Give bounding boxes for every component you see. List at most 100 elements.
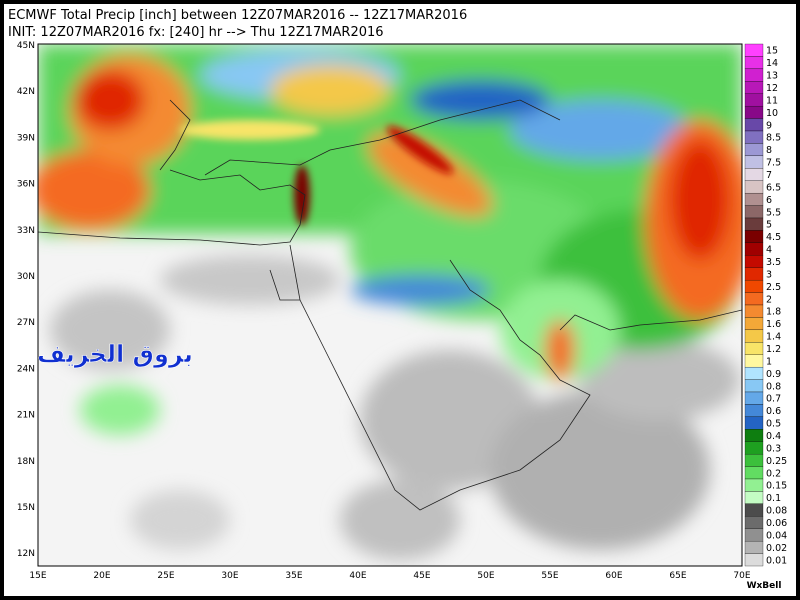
colorbar-swatch [744, 441, 764, 455]
colorbar-label: 5 [766, 220, 772, 231]
lat-label: 15N [17, 503, 35, 513]
colorbar-label: 1.4 [766, 332, 781, 343]
colorbar-swatch [744, 516, 764, 529]
colorbar-label: 0.9 [766, 369, 781, 380]
colorbar-label: 11 [766, 95, 778, 106]
colorbar-label: 3 [766, 269, 772, 280]
lon-label: 65E [669, 571, 686, 581]
colorbar-swatch [744, 416, 764, 430]
title-line-2: INIT: 12Z07MAR2016 fx: [240] hr --> Thu … [8, 25, 384, 40]
lat-label: 33N [17, 226, 35, 236]
colorbar-swatch [744, 491, 764, 505]
colorbar-label: 0.5 [766, 419, 781, 430]
colorbar-swatch [744, 205, 764, 219]
lat-label: 12N [17, 549, 35, 559]
colorbar-swatch [744, 391, 764, 405]
title-line-1: ECMWF Total Precip [inch] between 12Z07M… [8, 8, 467, 23]
colorbar-swatch [744, 292, 764, 306]
colorbar-label: 1.6 [766, 319, 781, 330]
colorbar-swatch [744, 105, 764, 119]
colorbar-label: 2 [766, 294, 772, 305]
colorbar-swatch [744, 93, 764, 107]
colorbar-swatch [744, 81, 764, 94]
colorbar-swatch [744, 68, 764, 82]
colorbar-swatch [744, 242, 764, 256]
map-frame [37, 43, 743, 567]
colorbar-swatch [744, 379, 764, 393]
colorbar-label: 0.8 [766, 381, 781, 392]
colorbar-label: 6.5 [766, 182, 781, 193]
precip-map [38, 44, 742, 566]
lon-label: 70E [733, 571, 750, 581]
colorbar-swatch [744, 354, 764, 368]
colorbar-label: 0.7 [766, 394, 781, 405]
lon-label: 40E [349, 571, 366, 581]
colorbar-label: 13 [766, 71, 778, 82]
colorbar-label: 0.25 [766, 456, 787, 467]
colorbar-swatch [744, 168, 764, 181]
lon-label: 60E [605, 571, 622, 581]
lat-label: 27N [17, 318, 35, 328]
lat-label: 18N [17, 457, 35, 467]
colorbar-label: 0.6 [766, 406, 781, 417]
colorbar-swatch [744, 155, 764, 169]
lon-label: 15E [29, 571, 46, 581]
lat-label: 42N [17, 87, 35, 97]
lat-label: 39N [17, 133, 35, 143]
colorbar-swatch [744, 553, 764, 567]
colorbar-label: 5.5 [766, 207, 781, 218]
colorbar-swatch [744, 217, 764, 231]
colorbar-swatch [744, 429, 764, 442]
colorbar-swatch [744, 304, 764, 318]
credit: WxBell [747, 581, 782, 591]
colorbar-label: 1.2 [766, 344, 781, 355]
colorbar-swatch [744, 143, 764, 157]
colorbar-swatch [744, 317, 764, 331]
colorbar-swatch [744, 43, 764, 57]
lon-label: 35E [285, 571, 302, 581]
colorbar-label: 7.5 [766, 158, 781, 169]
coastlines [38, 99, 742, 511]
colorbar-label: 0.01 [766, 555, 787, 566]
colorbar-label: 4.5 [766, 232, 781, 243]
colorbar-label: 2.5 [766, 282, 781, 293]
colorbar-label: 0.4 [766, 431, 781, 442]
colorbar-label: 4 [766, 245, 772, 256]
colorbar-label: 14 [766, 58, 778, 69]
colorbar-label: 0.2 [766, 468, 781, 479]
colorbar-label: 10 [766, 108, 778, 119]
colorbar-label: 8.5 [766, 133, 781, 144]
colorbar-swatch [744, 230, 764, 244]
lat-label: 24N [17, 364, 35, 374]
colorbar-label: 0.1 [766, 493, 781, 504]
colorbar-label: 0.04 [766, 530, 787, 541]
lat-label: 30N [17, 272, 35, 282]
colorbar-swatch [744, 366, 764, 380]
colorbar-swatch [744, 528, 764, 542]
colorbar-label: 8 [766, 145, 772, 156]
colorbar-swatch [744, 540, 764, 554]
lon-label: 55E [541, 571, 558, 581]
lon-label: 50E [477, 571, 494, 581]
colorbar-label: 3.5 [766, 257, 781, 268]
lon-label: 30E [221, 571, 238, 581]
colorbar-label: 7 [766, 170, 772, 181]
colorbar-swatch [744, 56, 764, 70]
colorbar-swatch [744, 329, 764, 343]
colorbar-label: 15 [766, 46, 778, 57]
lon-label: 25E [157, 571, 174, 581]
colorbar-swatch [744, 466, 764, 480]
lat-label: 36N [17, 180, 35, 190]
lat-label: 45N [17, 41, 35, 51]
lon-label: 45E [413, 571, 430, 581]
colorbar-label: 6 [766, 195, 772, 206]
colorbar-label: 1 [766, 356, 772, 367]
lon-label: 20E [93, 571, 110, 581]
colorbar-label: 0.02 [766, 543, 787, 554]
watermark: بروق الخريف [37, 340, 193, 368]
colorbar-label: 0.15 [766, 481, 787, 492]
colorbar-swatch [744, 503, 764, 517]
colorbar-swatch [744, 255, 764, 268]
colorbar-swatch [744, 130, 764, 144]
